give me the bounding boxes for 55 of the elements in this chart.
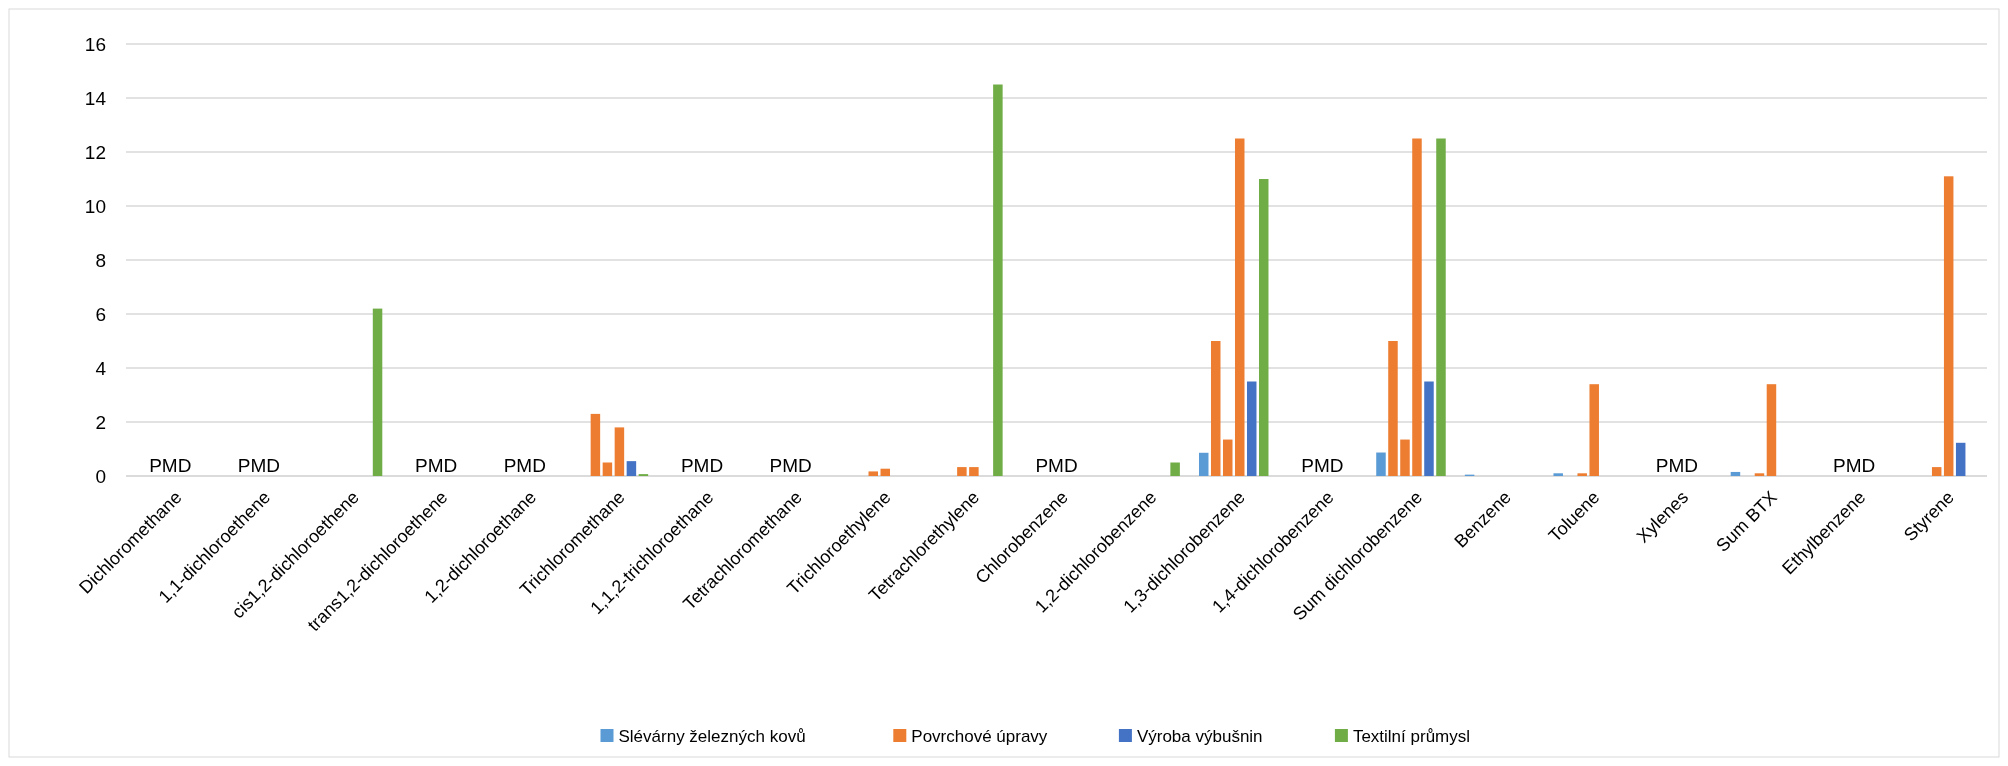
- bar: [1754, 473, 1765, 476]
- bar: [1222, 439, 1233, 476]
- bar: [1170, 462, 1180, 476]
- annotation: PMD: [503, 455, 546, 476]
- annotation: PMD: [1301, 455, 1344, 476]
- bar: [1234, 138, 1245, 476]
- y-tick-label: 8: [95, 249, 106, 271]
- bar: [957, 467, 967, 476]
- annotation: PMD: [769, 455, 812, 476]
- y-tick-label: 10: [84, 195, 106, 217]
- bar: [1400, 439, 1410, 476]
- bar: [614, 427, 625, 476]
- bar: [1955, 442, 1966, 476]
- bar: [626, 461, 637, 476]
- bar: [1376, 452, 1386, 476]
- annotation: PMD: [415, 455, 458, 476]
- bar: [1246, 381, 1257, 476]
- annotation: PMD: [237, 455, 281, 476]
- bar: [1258, 179, 1269, 476]
- bar: [1589, 384, 1599, 476]
- bar: [602, 462, 613, 476]
- bar: [1198, 452, 1209, 476]
- bar: [969, 467, 979, 476]
- annotation: PMD: [1655, 455, 1698, 476]
- bar: [1436, 138, 1446, 476]
- annotation: PMD: [1832, 455, 1876, 476]
- legend-label: Výroba výbušnin: [1136, 726, 1263, 746]
- bar: [1388, 341, 1398, 476]
- bar: [1943, 176, 1954, 476]
- y-tick-label: 6: [95, 303, 106, 325]
- y-tick-label: 4: [95, 357, 107, 379]
- y-tick-label: 14: [84, 87, 107, 109]
- bar: [1730, 471, 1741, 476]
- bar: [1553, 473, 1563, 476]
- legend-label: Slévárny železných kovů: [618, 726, 806, 746]
- bar: [1577, 473, 1587, 476]
- legend-label: Povrchové úpravy: [911, 726, 1048, 746]
- bar: [590, 413, 601, 476]
- legend-label: Textilní průmysl: [1352, 726, 1471, 746]
- bar: [1766, 384, 1777, 476]
- annotation: PMD: [149, 455, 192, 476]
- y-tick-label: 12: [84, 141, 106, 163]
- y-tick-label: 0: [95, 465, 106, 487]
- y-tick-label: 16: [84, 33, 106, 55]
- bar: [868, 471, 879, 476]
- annotation: PMD: [1035, 455, 1078, 476]
- bar: [1931, 467, 1942, 476]
- bar: [1412, 138, 1422, 476]
- bar: [1424, 381, 1434, 476]
- y-tick-label: 2: [95, 411, 106, 433]
- bar: [880, 468, 891, 476]
- bar: [993, 84, 1003, 476]
- bar: [1210, 341, 1221, 476]
- bar: [372, 308, 383, 476]
- annotation: PMD: [680, 455, 724, 476]
